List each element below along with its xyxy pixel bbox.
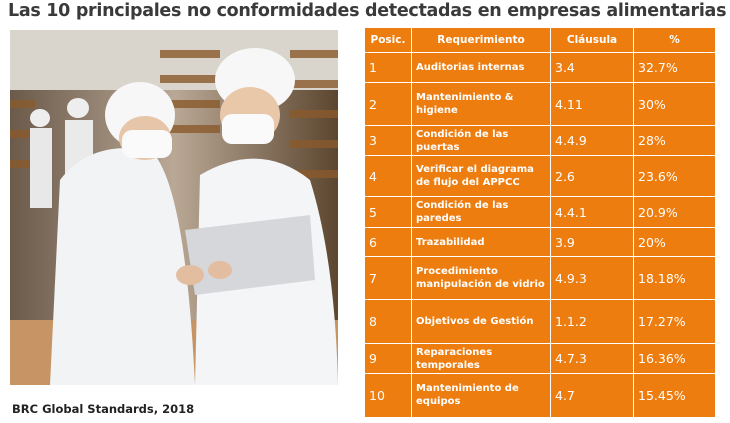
cell-clause: 3.4 <box>550 52 634 83</box>
header-clausula: Cláusula <box>550 28 634 53</box>
cell-percent: 20% <box>633 227 715 257</box>
cell-clause: 4.11 <box>550 82 634 126</box>
cell-clause: 4.4.1 <box>550 196 634 228</box>
table-row: 9 Reparaciones temporales 4.7.3 16.36% <box>365 343 715 374</box>
cell-clause: 2.6 <box>550 155 634 197</box>
cell-requirement: Mantenimiento de equipos <box>411 373 551 417</box>
source-caption: BRC Global Standards, 2018 <box>12 402 195 416</box>
table-header-row: Posic. Requerimiento Cláusula % <box>365 28 715 53</box>
cell-position: 3 <box>365 125 412 156</box>
cell-requirement: Procedimiento manipulación de vidrio <box>411 256 551 300</box>
cell-requirement: Condición de las puertas <box>411 125 551 156</box>
cell-position: 10 <box>365 373 412 417</box>
cell-position: 8 <box>365 299 412 344</box>
table-row: 5 Condición de las paredes 4.4.1 20.9% <box>365 196 715 228</box>
table-row: 2 Mantenimiento & higiene 4.11 30% <box>365 82 715 126</box>
cell-clause: 4.7 <box>550 373 634 417</box>
table-row: 10 Mantenimiento de equipos 4.7 15.45% <box>365 373 715 417</box>
cell-requirement: Trazabilidad <box>411 227 551 257</box>
cell-clause: 3.9 <box>550 227 634 257</box>
cell-position: 5 <box>365 196 412 228</box>
table-row: 7 Procedimiento manipulación de vidrio 4.9… <box>365 256 715 300</box>
header-porcentaje: % <box>633 28 715 53</box>
nonconformities-table: Posic. Requerimiento Cláusula % 1 Auditor… <box>365 28 715 417</box>
cell-percent: 15.45% <box>633 373 715 417</box>
cell-percent: 18.18% <box>633 256 715 300</box>
table-row: 3 Condición de las puertas 4.4.9 28% <box>365 125 715 156</box>
cell-percent: 23.6% <box>633 155 715 197</box>
cell-requirement: Auditorias internas <box>411 52 551 83</box>
cell-position: 4 <box>365 155 412 197</box>
workers-photo <box>10 30 338 385</box>
cell-percent: 16.36% <box>633 343 715 374</box>
table-row: 1 Auditorias internas 3.4 32.7% <box>365 52 715 83</box>
header-posicion: Posic. <box>365 28 412 53</box>
cell-position: 1 <box>365 52 412 83</box>
cell-requirement: Condición de las paredes <box>411 196 551 228</box>
header-requerimiento: Requerimiento <box>411 28 551 53</box>
cell-clause: 4.7.3 <box>550 343 634 374</box>
table-row: 6 Trazabilidad 3.9 20% <box>365 227 715 257</box>
table-row: 8 Objetivos de Gestión 1.1.2 17.27% <box>365 299 715 344</box>
cell-percent: 17.27% <box>633 299 715 344</box>
page-title: Las 10 principales no conformidades dete… <box>8 1 727 21</box>
cell-percent: 32.7% <box>633 52 715 83</box>
cell-requirement: Reparaciones temporales <box>411 343 551 374</box>
cell-requirement: Objetivos de Gestión <box>411 299 551 344</box>
cell-requirement: Verificar el diagrama de flujo del APPCC <box>411 155 551 197</box>
cell-position: 2 <box>365 82 412 126</box>
cell-clause: 4.9.3 <box>550 256 634 300</box>
cell-position: 9 <box>365 343 412 374</box>
cell-clause: 1.1.2 <box>550 299 634 344</box>
table-row: 4 Verificar el diagrama de flujo del APPC… <box>365 155 715 197</box>
cell-position: 6 <box>365 227 412 257</box>
cell-requirement: Mantenimiento & higiene <box>411 82 551 126</box>
cell-clause: 4.4.9 <box>550 125 634 156</box>
cell-percent: 30% <box>633 82 715 126</box>
cell-percent: 20.9% <box>633 196 715 228</box>
cell-position: 7 <box>365 256 412 300</box>
cell-percent: 28% <box>633 125 715 156</box>
